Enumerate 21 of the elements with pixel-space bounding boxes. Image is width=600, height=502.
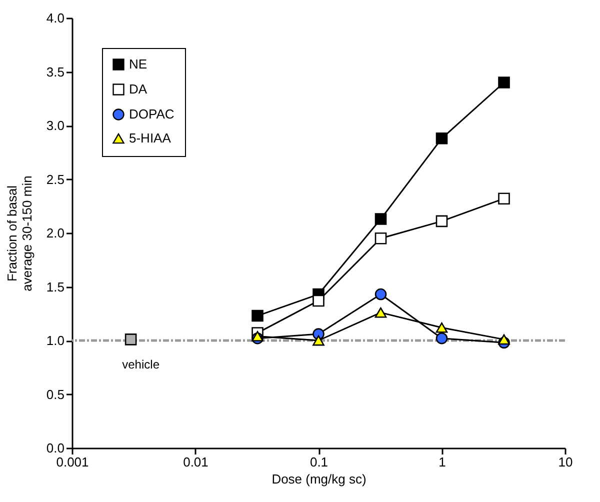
x-tick-label: 0.1 (310, 454, 328, 470)
y-tick-label: 3.0 (46, 118, 64, 133)
legend-label: 5-HIAA (129, 130, 172, 146)
y-tick-label: 4.0 (46, 10, 64, 26)
x-tick-label: 10 (558, 454, 573, 470)
x-tick-label: 0.01 (183, 454, 208, 470)
legend-label: DA (129, 82, 148, 96)
y-tick-label: 0.0 (46, 440, 64, 456)
y-tick-label: 2.5 (46, 172, 64, 187)
y-tick-label: 1.5 (46, 279, 64, 294)
y-tick-label: 3.5 (46, 64, 64, 80)
y-axis-title: Fraction of basal average 30-150 min (4, 176, 34, 292)
y-tick-label: 2.0 (46, 226, 64, 240)
annotation: vehicle (122, 357, 160, 372)
legend-label: NE (129, 56, 148, 72)
x-tick-label: 0.001 (56, 454, 89, 470)
y-tick-label: 1.0 (46, 333, 64, 348)
x-axis-title: Dose (mg/kg sc) (272, 472, 366, 486)
x-tick-label: 1 (438, 454, 446, 470)
legend-label: DOPAC (129, 106, 174, 122)
y-tick-label: 0.5 (46, 386, 64, 402)
